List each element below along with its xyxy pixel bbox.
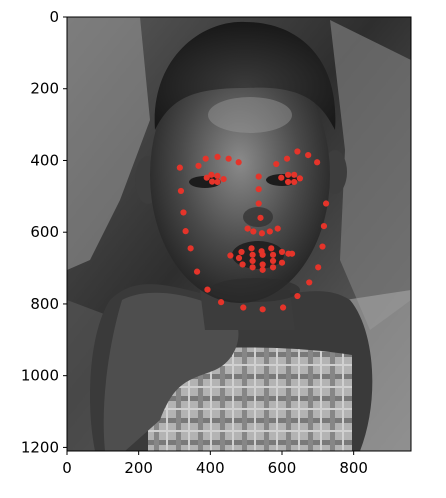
x-tick-label: 800 (339, 459, 368, 477)
landmark-point (266, 228, 273, 235)
landmark-point (182, 228, 189, 235)
landmark-point (203, 174, 210, 181)
landmark-point (249, 251, 256, 258)
landmark-point (235, 254, 243, 262)
landmark-point (294, 148, 301, 155)
landmark-point (227, 252, 234, 259)
landmark-point (259, 266, 266, 273)
y-tick-label: 600 (30, 223, 59, 241)
landmark-point (258, 230, 266, 237)
landmark-point (273, 160, 280, 168)
landmark-point (180, 209, 187, 216)
y-tick-label: 800 (30, 295, 59, 313)
landmark-point (269, 257, 277, 264)
landmark-point (278, 174, 285, 181)
x-tick-label: 600 (268, 459, 297, 477)
landmark-point (249, 257, 256, 264)
landmark-point (250, 228, 257, 235)
landmark-point (291, 178, 298, 186)
landmark-point (235, 159, 242, 166)
landmark-point (244, 225, 251, 232)
landmark-point (315, 264, 322, 271)
landmark-point (214, 172, 221, 179)
x-tick-label: 400 (196, 459, 225, 477)
landmark-point (195, 162, 202, 169)
landmark-point (269, 251, 277, 258)
landmark-point (208, 171, 215, 178)
landmark-point (320, 223, 328, 230)
landmark-point (209, 178, 216, 185)
landmark-point (274, 225, 281, 232)
y-tick-label: 1000 (21, 367, 59, 385)
landmark-point (214, 153, 221, 160)
landmark-point (187, 245, 194, 252)
landmark-point (284, 171, 292, 178)
landmark-point (193, 268, 201, 275)
landmark-point (269, 264, 277, 271)
x-tick-label: 0 (62, 459, 72, 477)
landmark-point (217, 299, 225, 306)
landmark-point (239, 261, 246, 268)
landmark-point (204, 286, 211, 293)
landmark-point (283, 155, 291, 162)
landmark-point (255, 200, 262, 207)
landmark-point (314, 159, 321, 166)
landmark-point (294, 292, 301, 300)
landmark-point (278, 259, 286, 266)
landmark-point (285, 250, 292, 257)
y-tick-label: 0 (49, 8, 59, 26)
landmark-point (296, 175, 304, 182)
landmark-point (278, 248, 286, 256)
landmark-point (220, 176, 227, 183)
landmark-point (255, 173, 262, 180)
landmark-point (255, 186, 262, 193)
landmark-point (176, 164, 183, 171)
landmark-point (238, 248, 245, 256)
landmark-point (322, 200, 330, 207)
y-tick-label: 200 (30, 80, 59, 98)
landmark-point (259, 306, 266, 313)
landmark-point (225, 155, 232, 162)
plot-frame (66, 16, 412, 452)
landmark-point (177, 187, 185, 195)
photo-background (67, 17, 411, 451)
landmark-point (284, 178, 292, 186)
landmark-point (306, 279, 313, 286)
y-tick-label: 400 (30, 151, 59, 169)
x-axis: 0 200 400 600 800 (62, 451, 368, 477)
landmark-point (305, 151, 312, 159)
landmark-point (257, 214, 264, 221)
landmark-point (259, 251, 266, 258)
landmark-point (319, 243, 326, 250)
landmark-point (202, 155, 209, 162)
landmark-point (291, 171, 298, 178)
y-tick-label: 1200 (21, 438, 59, 456)
landmark-points (176, 148, 330, 313)
landmark-point (248, 245, 255, 252)
landmark-point (240, 304, 247, 311)
x-tick-label: 200 (124, 459, 153, 477)
landmark-point (268, 245, 275, 252)
landmark-point (214, 178, 221, 186)
landmark-point (279, 304, 287, 311)
landmark-point (259, 261, 266, 268)
landmark-point (249, 264, 256, 271)
y-axis: 0 200 400 600 800 1000 1200 (21, 8, 67, 456)
